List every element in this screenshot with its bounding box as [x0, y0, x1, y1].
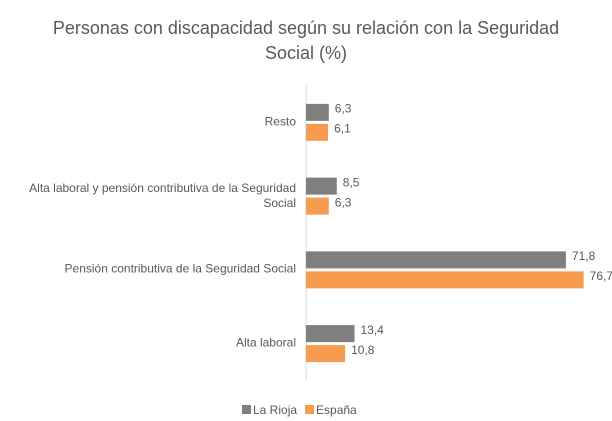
bar [306, 345, 346, 363]
value-label: 6,3 [335, 102, 352, 116]
bar [306, 325, 355, 343]
category-label: Alta laboral y pensión contributiva de l… [29, 180, 296, 210]
category-label: Pensión contributiva de la Seguridad Soc… [64, 261, 296, 276]
bar [306, 103, 329, 121]
value-label: 10,8 [351, 343, 375, 357]
bar [306, 123, 329, 141]
value-label: 76,7 [590, 269, 612, 283]
chart-title: Personas con discapacidad según su relac… [52, 18, 560, 63]
value-label: 71,8 [572, 249, 596, 263]
legend-swatch [305, 405, 315, 414]
value-label: 13,4 [361, 323, 385, 337]
value-label: 6,3 [335, 195, 352, 209]
bar [306, 271, 584, 289]
bar [306, 197, 329, 215]
bar [306, 251, 566, 269]
category-label: Alta laboral [235, 335, 296, 350]
value-label: 8,5 [343, 175, 360, 189]
category-label: Resto [264, 114, 296, 129]
value-label: 6,1 [334, 122, 351, 136]
legend-label: La Rioja [253, 403, 297, 417]
legend-swatch [242, 405, 251, 414]
legend-label: España [316, 403, 357, 417]
bar [306, 177, 337, 195]
